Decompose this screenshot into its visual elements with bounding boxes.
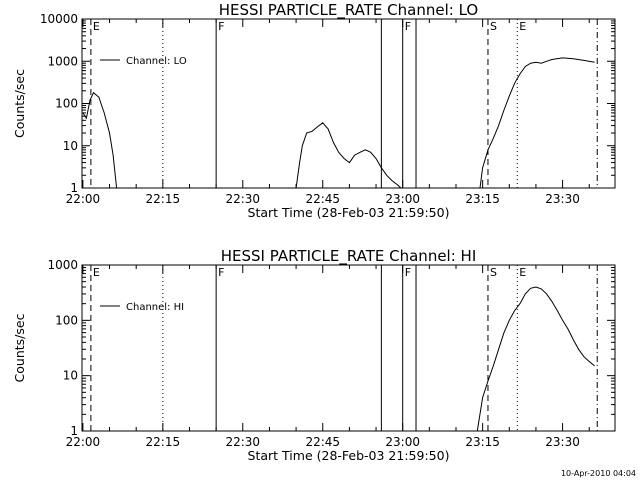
- x-tick-label: 22:30: [225, 192, 260, 206]
- series-line: [295, 122, 402, 189]
- plot-frame: [81, 264, 616, 432]
- y-tick-label: 1: [70, 181, 78, 195]
- plot-frame: [81, 18, 616, 189]
- y-tick-label: 100: [55, 313, 78, 327]
- x-tick-label: 23:15: [465, 192, 500, 206]
- x-tick-label: 23:15: [465, 435, 500, 449]
- x-tick-label: 22:30: [225, 435, 260, 449]
- event-marker-label: F: [405, 20, 411, 33]
- x-tick-label: 22:15: [146, 435, 181, 449]
- series-line: [479, 57, 595, 189]
- footer-timestamp: 10-Apr-2010 04:04: [561, 469, 636, 478]
- legend-label: Channel: HI: [126, 302, 184, 313]
- y-tick-label: 10000: [40, 12, 78, 26]
- y-axis-label: Counts/sec: [12, 69, 27, 138]
- event-marker-label: F: [218, 266, 224, 279]
- x-tick-label: 22:15: [146, 192, 181, 206]
- x-tick-label: 22:00: [66, 192, 101, 206]
- panel-hi: HESSI PARTICLE_RATE Channel: HI 22:00 22:1…: [12, 247, 616, 463]
- y-tick-label: 10: [63, 139, 78, 153]
- x-tick-label: 22:45: [305, 435, 340, 449]
- event-marker-label: E: [93, 266, 100, 279]
- x-tick-label: 23:30: [545, 435, 580, 449]
- series-line: [476, 286, 595, 432]
- x-axis-label: Start Time (28-Feb-03 21:59:50): [248, 448, 450, 463]
- y-tick-label: 10: [63, 369, 78, 383]
- event-marker-label: E: [93, 20, 100, 33]
- y-tick-label: 1: [70, 424, 78, 438]
- x-tick-label: 23:00: [385, 192, 420, 206]
- x-tick-label: 23:30: [545, 192, 580, 206]
- x-tick-label: 23:00: [385, 435, 420, 449]
- event-marker-label: F: [405, 266, 411, 279]
- legend-label: Channel: LO: [126, 56, 187, 67]
- panel-lo: HESSI PARTICLE_RATE Channel: LO 22:00 22:1…: [12, 1, 616, 220]
- event-marker-label: S: [490, 20, 497, 33]
- y-tick-label: 1000: [47, 258, 78, 272]
- x-axis-label: Start Time (28-Feb-03 21:59:50): [248, 205, 450, 220]
- chart-title: HESSI PARTICLE_RATE Channel: HI: [221, 247, 477, 266]
- x-tick-label: 22:45: [305, 192, 340, 206]
- y-tick-label: 1000: [47, 54, 78, 68]
- y-tick-label: 100: [55, 97, 78, 111]
- event-marker-label: E: [519, 20, 526, 33]
- event-marker-label: F: [218, 20, 224, 33]
- event-marker-label: S: [490, 266, 497, 279]
- y-axis-label: Counts/sec: [12, 313, 27, 382]
- chart-title: HESSI PARTICLE_RATE Channel: LO: [219, 1, 478, 20]
- event-marker-label: E: [519, 266, 526, 279]
- x-tick-label: 22:00: [66, 435, 101, 449]
- series-line: [82, 91, 118, 189]
